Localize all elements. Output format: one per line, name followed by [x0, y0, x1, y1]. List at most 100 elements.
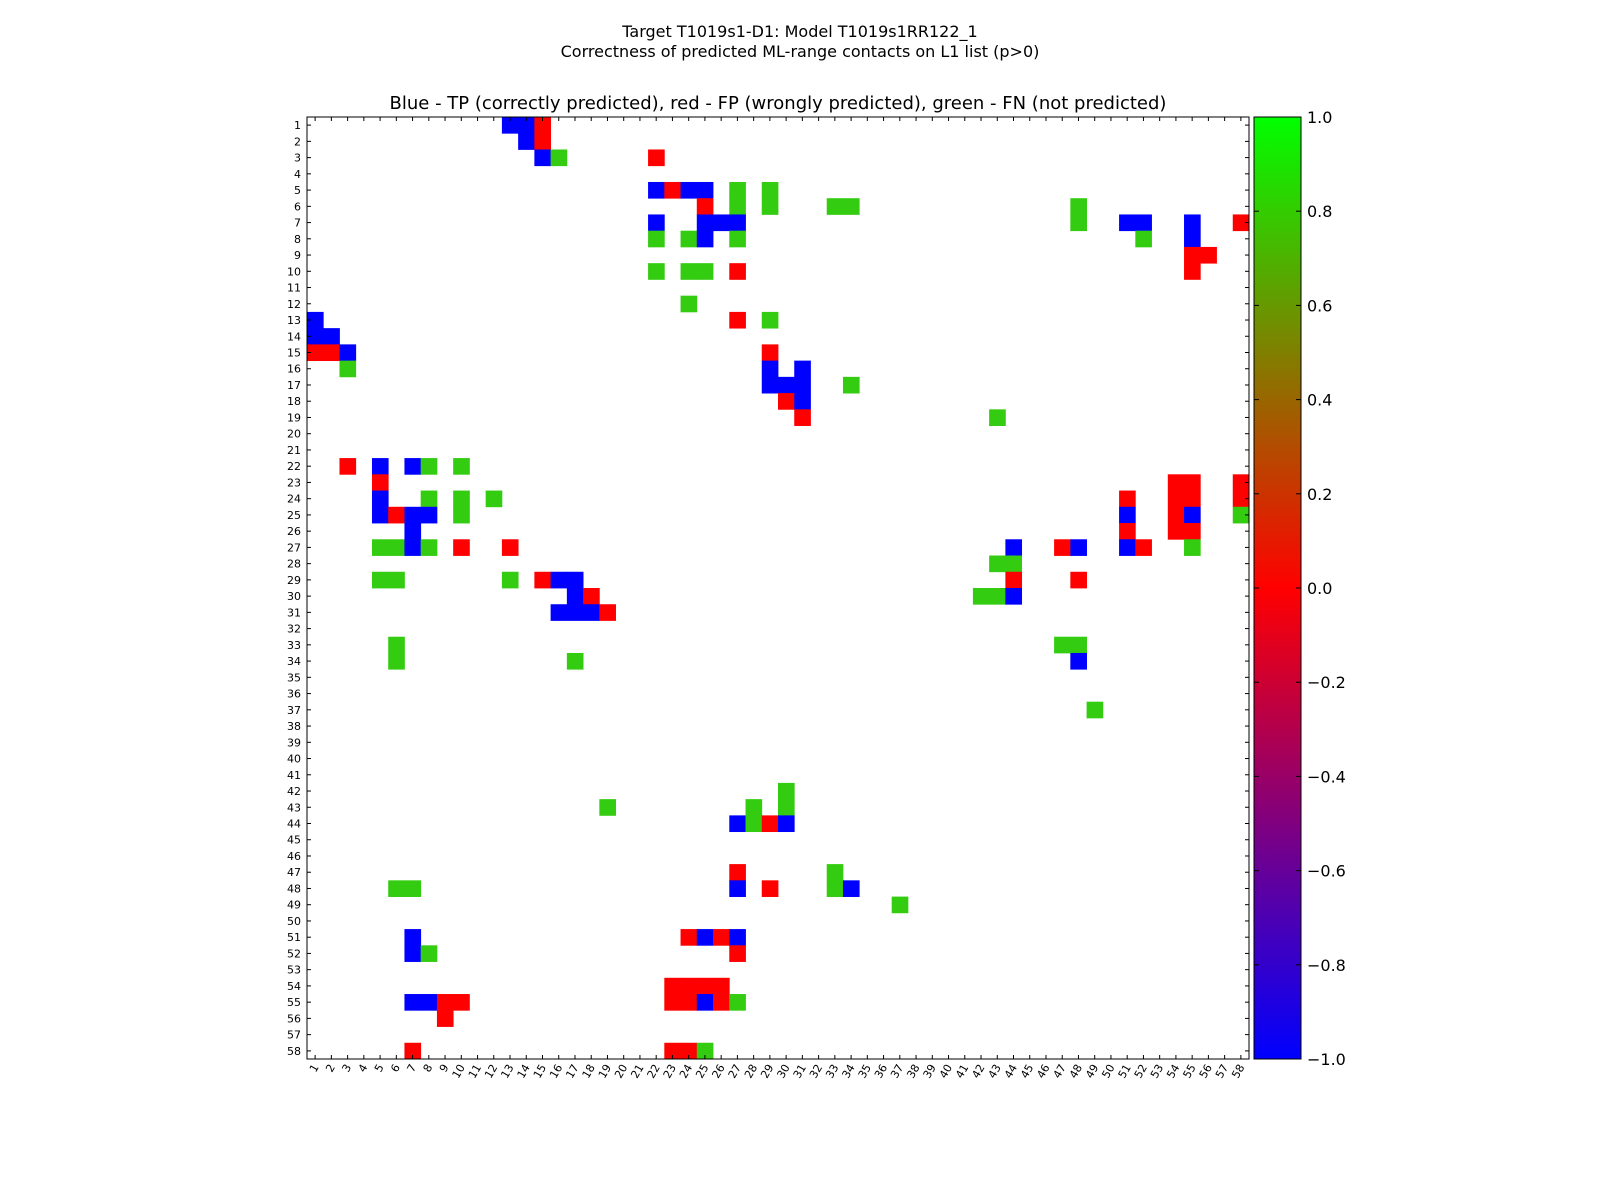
- y-tick-label: 12: [287, 298, 301, 311]
- y-tick-label: 41: [287, 769, 301, 782]
- x-tick-label: 30: [774, 1062, 792, 1081]
- cell-fn-r30-c43: [989, 588, 1006, 605]
- x-tick-label: 37: [888, 1062, 906, 1081]
- cell-fp-r9-c56: [1200, 246, 1217, 264]
- cell-fn-r25-c10: [453, 506, 470, 524]
- cell-tp-r8-c25: [696, 230, 714, 248]
- cell-fn-r8-c52: [1135, 230, 1152, 248]
- y-tick-label: 39: [287, 736, 301, 749]
- cell-fp-r22-c3: [339, 458, 357, 475]
- cell-tp-r27-c51: [1119, 539, 1136, 556]
- y-tick-label: 10: [287, 265, 301, 278]
- x-tick-label: 2: [323, 1062, 338, 1075]
- cell-fn-r10-c22: [648, 263, 665, 280]
- cell-tp-r48-c34: [842, 880, 860, 897]
- cell-fn-r19-c43: [989, 409, 1006, 426]
- colorbar-tick-label: 0.8: [1307, 202, 1332, 221]
- x-tick-label: 26: [709, 1062, 727, 1081]
- cell-fn-r6-c29: [761, 198, 779, 215]
- y-tick-label: 27: [287, 541, 301, 554]
- colorbar-tick-label: 0.6: [1307, 296, 1332, 315]
- y-tick-label: 4: [294, 168, 301, 181]
- cell-fn-r33-c48: [1070, 636, 1087, 654]
- colorbar-tick-label: −0.6: [1307, 862, 1346, 881]
- colorbar-ticks: −1.0 −0.8 −0.6 −0.4 −0.2 0.0 0.2 0.4 0.6 0.8 1.0: [1254, 108, 1346, 1069]
- cell-fn-r58-c25: [696, 1042, 714, 1060]
- y-tick-label: 8: [294, 233, 301, 246]
- colorbar-tick-label: −0.4: [1307, 767, 1346, 786]
- cell-fn-r48-c33: [826, 880, 844, 897]
- cell-fn-r12-c24: [680, 295, 698, 313]
- cell-fp-r58-c23: [664, 1042, 681, 1060]
- y-tick-label: 34: [287, 655, 301, 668]
- colorbar-tick-label: 1.0: [1307, 108, 1332, 127]
- cell-fn-r13-c29: [761, 311, 779, 329]
- cell-fp-r26-c54: [1167, 523, 1185, 540]
- y-tick-label: 40: [287, 753, 301, 766]
- cell-fn-r28-c43: [989, 555, 1006, 573]
- cell-fn-r5-c27: [729, 181, 746, 199]
- figure-title-line1: Target T1019s1-D1: Model T1019s1RR122_1: [622, 22, 978, 41]
- cell-fp-r27-c47: [1054, 539, 1071, 556]
- cell-tp-r1-c13: [501, 117, 519, 134]
- cell-fp-r24-c54: [1167, 490, 1185, 508]
- cell-fp-r10-c55: [1184, 263, 1201, 280]
- cell-tp-r34-c48: [1070, 652, 1087, 670]
- cell-fp-r10-c27: [729, 263, 746, 280]
- cell-fn-r27-c55: [1184, 539, 1201, 556]
- x-tick-label: 47: [1051, 1062, 1069, 1081]
- cell-tp-r30-c44: [1005, 588, 1023, 605]
- x-tick-label: 54: [1164, 1062, 1182, 1081]
- x-tick-label: 24: [677, 1062, 695, 1081]
- cell-tp-r25-c8: [420, 506, 438, 524]
- cell-tp-r17-c29: [761, 376, 779, 394]
- x-tick-label: 18: [580, 1062, 598, 1081]
- x-tick-label: 53: [1148, 1062, 1166, 1081]
- cell-fp-r54-c23: [664, 977, 681, 995]
- cell-fn-r6-c33: [826, 198, 844, 215]
- cell-fp-r3-c22: [648, 149, 665, 167]
- cell-tp-r51-c27: [729, 929, 746, 946]
- cell-tp-r2-c14: [518, 133, 535, 150]
- cell-tp-r3-c15: [534, 149, 552, 167]
- cell-fn-r43-c28: [745, 799, 763, 816]
- cell-fp-r52-c27: [729, 945, 746, 962]
- cell-fn-r28-c44: [1005, 555, 1023, 573]
- colorbar-tick-label: −0.2: [1307, 673, 1346, 692]
- y-tick-label: 33: [287, 639, 301, 652]
- y-tick-label: 6: [294, 200, 301, 213]
- cell-fn-r24-c12: [485, 490, 503, 508]
- x-tick-label: 17: [563, 1062, 581, 1081]
- cell-fp-r13-c27: [729, 311, 746, 329]
- y-tick-label: 23: [287, 476, 301, 489]
- y-tick-label: 26: [287, 525, 301, 538]
- cell-fp-r24-c55: [1184, 490, 1201, 508]
- cell-tp-r31-c16: [550, 604, 568, 621]
- y-tick-label: 31: [287, 606, 301, 619]
- x-tick-label: 50: [1099, 1062, 1117, 1081]
- y-tick-label: 9: [294, 249, 301, 262]
- y-tick-label: 51: [287, 931, 301, 944]
- cell-tp-r25-c5: [371, 506, 389, 524]
- x-tick-label: 19: [596, 1062, 614, 1081]
- cell-fp-r55-c23: [664, 994, 681, 1011]
- cell-fp-r2-c15: [534, 133, 552, 150]
- y-tick-label: 14: [287, 330, 301, 343]
- cell-fp-r15-c2: [323, 344, 340, 362]
- cell-tp-r8-c55: [1184, 230, 1201, 248]
- cell-fn-r27-c8: [420, 539, 438, 556]
- y-tick-label: 3: [294, 152, 301, 165]
- colorbar-tick-label: 0.4: [1307, 391, 1332, 410]
- cell-fn-r33-c6: [388, 636, 405, 654]
- y-tick-label: 53: [287, 964, 301, 977]
- cell-tp-r27-c7: [404, 539, 422, 556]
- x-tick-label: 7: [404, 1062, 419, 1075]
- cell-tp-r25-c7: [404, 506, 422, 524]
- x-tick-label: 33: [823, 1062, 841, 1081]
- cell-fp-r58-c24: [680, 1042, 698, 1060]
- cell-fp-r23-c55: [1184, 474, 1201, 491]
- cell-tp-r16-c29: [761, 360, 779, 378]
- cell-fp-r30-c18: [583, 588, 600, 605]
- cell-fn-r3-c16: [550, 149, 568, 167]
